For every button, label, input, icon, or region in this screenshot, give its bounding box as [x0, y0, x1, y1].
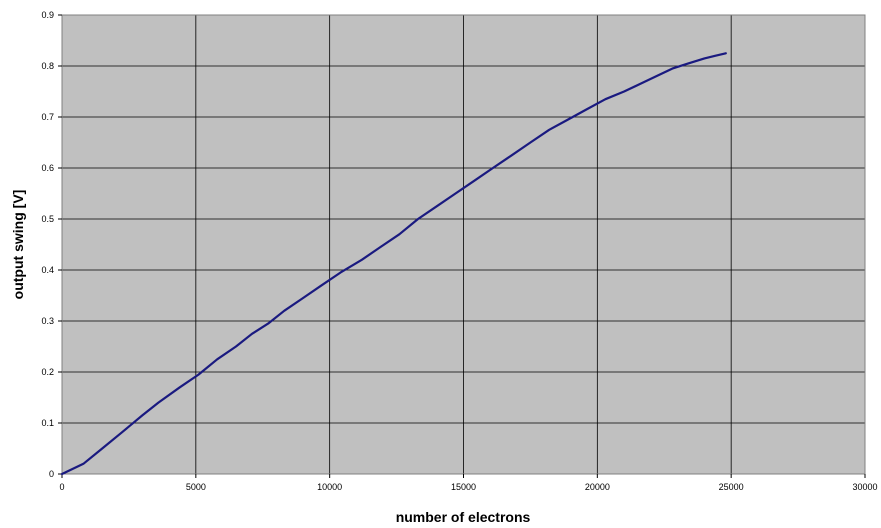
series-layer	[60, 52, 727, 476]
x-tick-label: 20000	[585, 482, 610, 492]
y-tick-label: 0.7	[41, 112, 54, 122]
y-tick-label: 0.8	[41, 61, 54, 71]
y-tick-label: 0.6	[41, 163, 54, 173]
y-tick-label: 0.3	[41, 316, 54, 326]
x-axis-title: number of electrons	[396, 509, 531, 525]
x-tick-label: 10000	[317, 482, 342, 492]
y-tick-label: 0.1	[41, 418, 54, 428]
y-tick-label: 0.9	[41, 10, 54, 20]
x-tick-label: 15000	[451, 482, 476, 492]
y-tick-label: 0.5	[41, 214, 54, 224]
series-line	[60, 52, 727, 476]
x-axis-ticks: 0 5000 10000 15000 20000 25000 30000	[59, 474, 878, 492]
y-axis-title: output swing [V]	[10, 190, 26, 300]
y-tick-label: 0.2	[41, 367, 54, 377]
y-axis-ticks: 0 0.1 0.2 0.3 0.4 0.5 0.6 0.7 0.8 0.9	[41, 10, 62, 479]
x-tick-label: 25000	[719, 482, 744, 492]
y-tick-label: 0	[49, 469, 54, 479]
x-tick-label: 30000	[852, 482, 877, 492]
x-tick-label: 5000	[186, 482, 206, 492]
gridlines	[62, 15, 865, 474]
y-tick-label: 0.4	[41, 265, 54, 275]
x-tick-label: 0	[59, 482, 64, 492]
